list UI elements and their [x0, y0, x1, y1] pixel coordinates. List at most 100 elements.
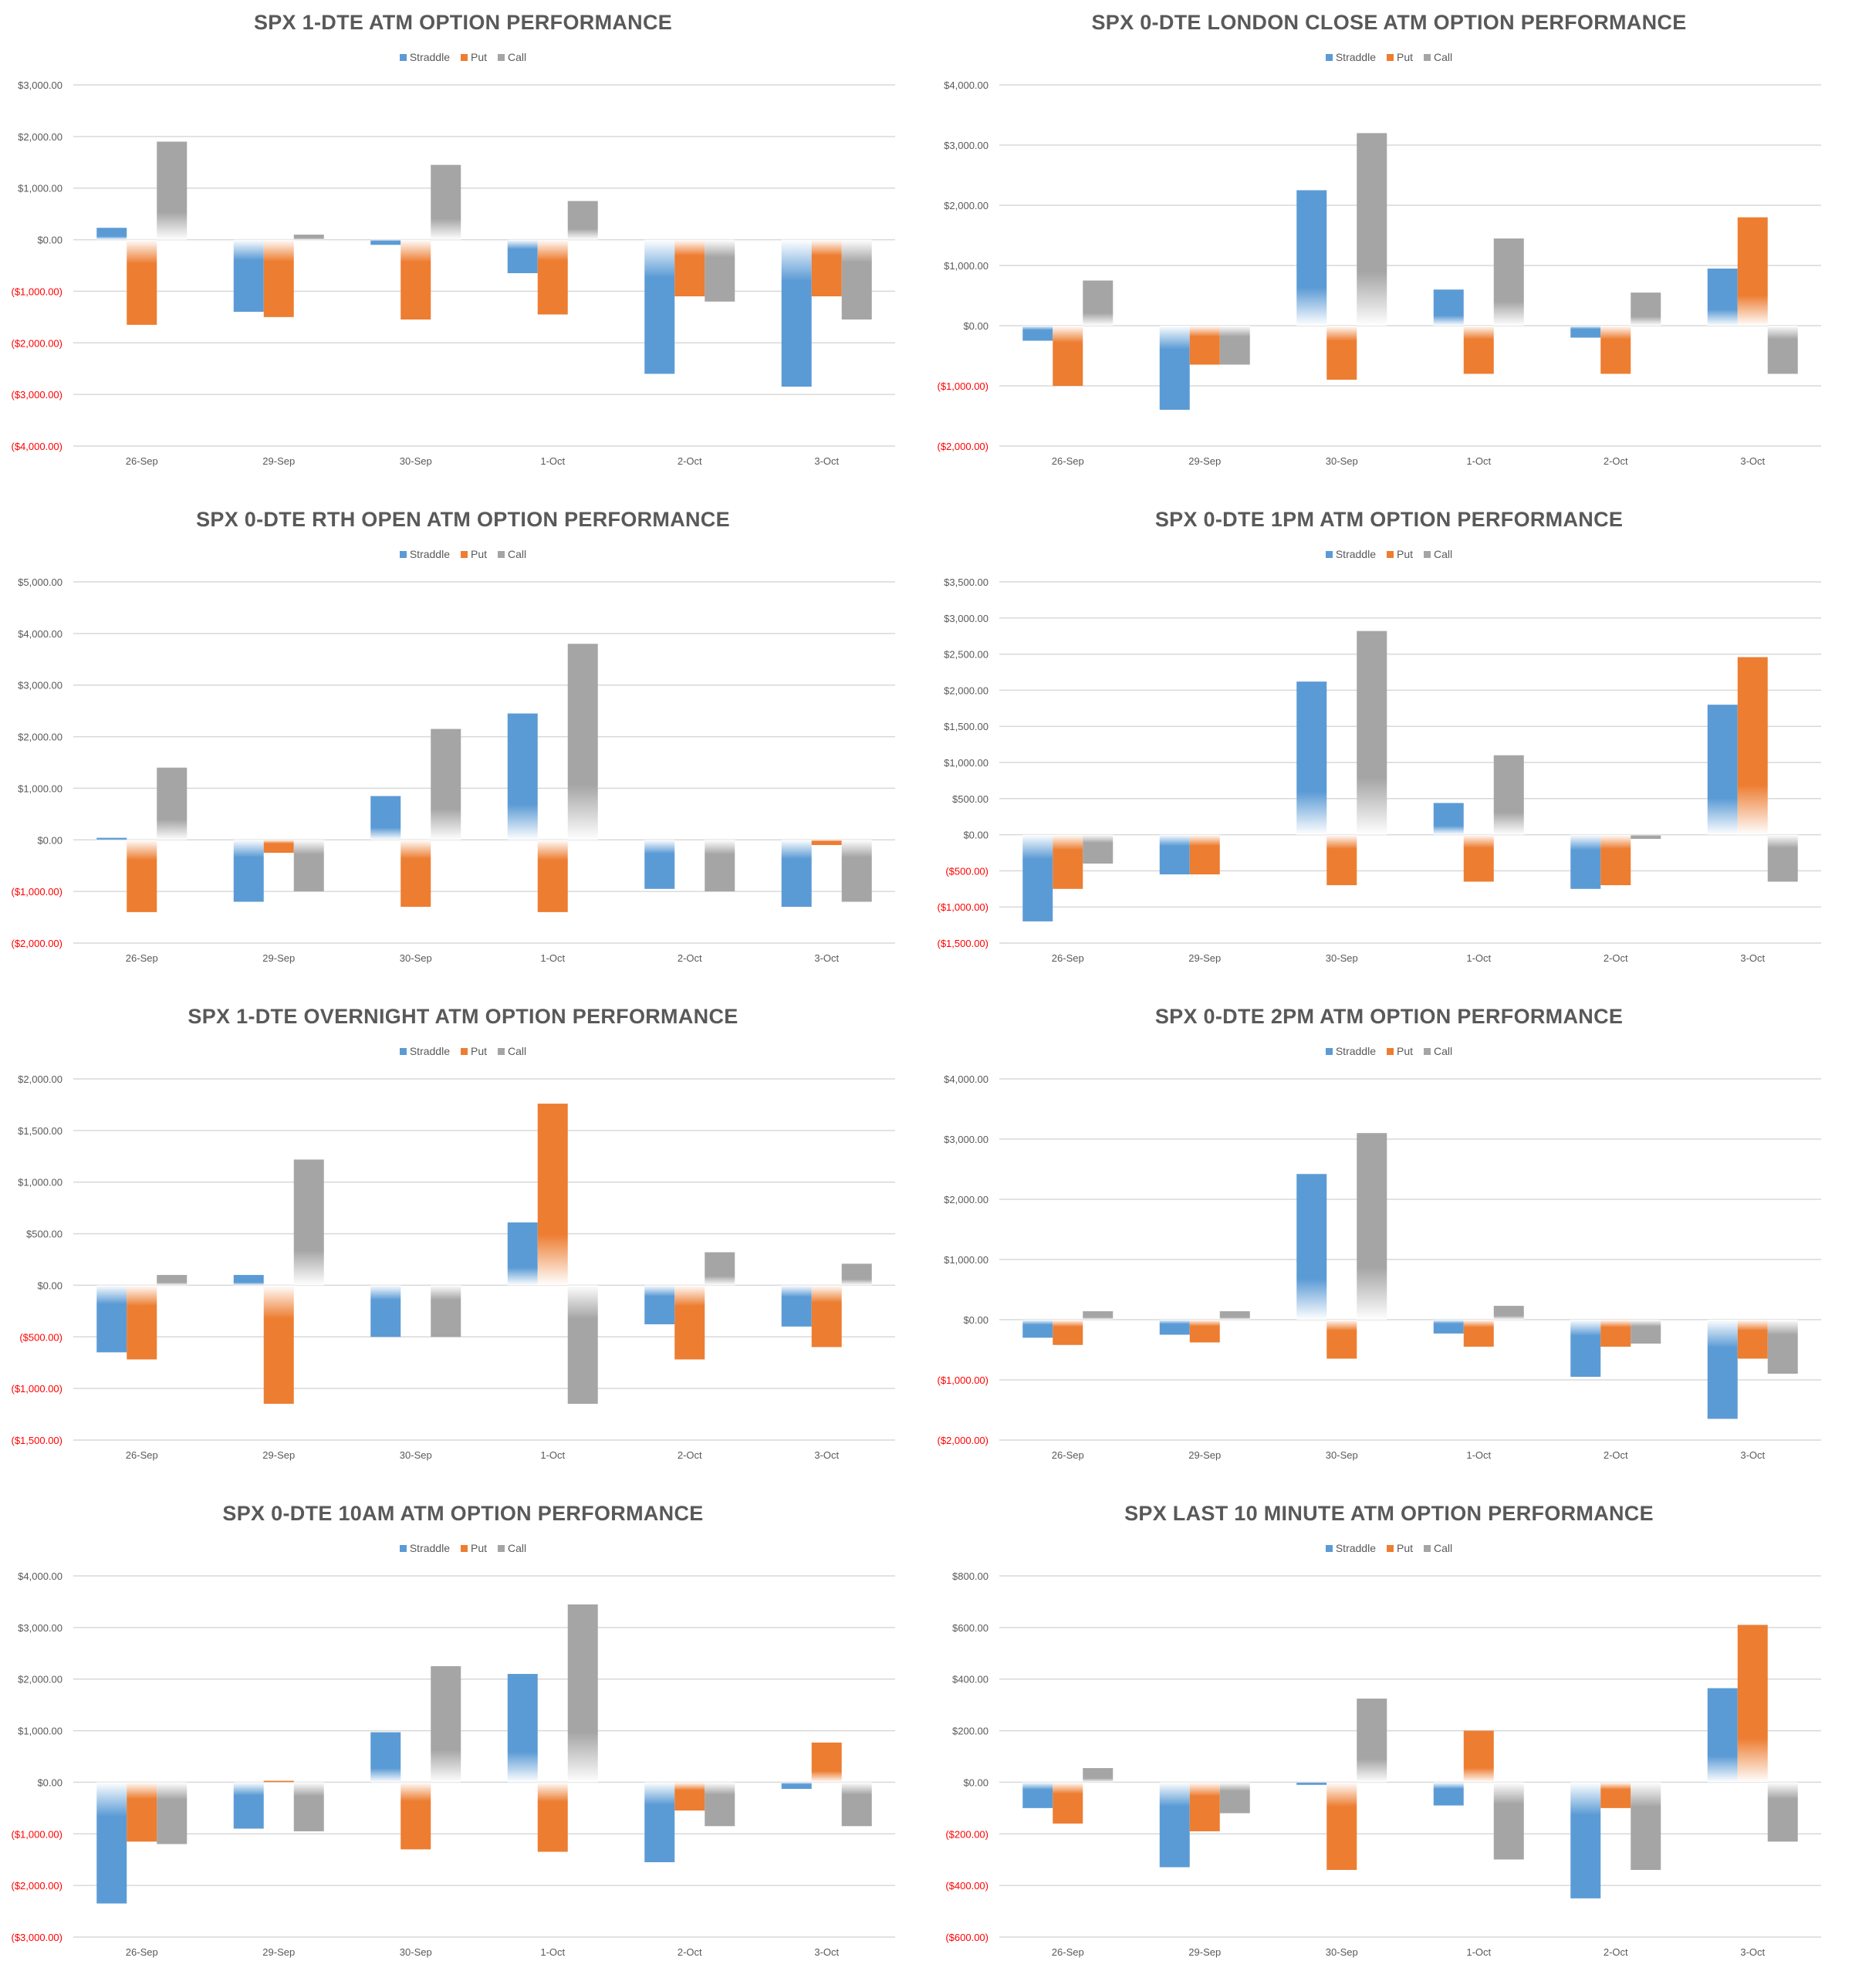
y-tick-label: $1,000.00 [18, 783, 63, 794]
chart-title: SPX LAST 10 MINUTE ATM OPTION PERFORMANC… [1124, 1502, 1654, 1525]
y-tick-label: $5,000.00 [18, 576, 63, 588]
bar-straddle [233, 1275, 264, 1286]
bar-call [1219, 1311, 1250, 1320]
x-tick-label: 30-Sep [1326, 1449, 1358, 1461]
legend-swatch [498, 551, 505, 558]
legend-swatch [399, 54, 407, 61]
bar-straddle [1570, 1320, 1601, 1378]
legend-swatch [461, 551, 468, 558]
x-tick-label: 29-Sep [262, 952, 295, 964]
y-tick-label: $400.00 [952, 1674, 989, 1685]
y-tick-label: $200.00 [952, 1726, 989, 1737]
x-tick-label: 3-Oct [1740, 1946, 1765, 1958]
y-tick-label: $500.00 [26, 1229, 63, 1240]
y-tick-label: $500.00 [952, 793, 989, 805]
y-tick-label: $3,000.00 [944, 1134, 989, 1145]
chart-panel: SPX 0-DTE LONDON CLOSE ATM OPTION PERFOR… [926, 0, 1852, 497]
bar-put [537, 239, 568, 315]
legend-swatch [1325, 54, 1333, 61]
bar-put [1326, 1782, 1357, 1871]
y-tick-label: $2,000.00 [18, 732, 63, 743]
x-tick-label: 1-Oct [1466, 1946, 1491, 1958]
legend-label: Put [471, 548, 488, 560]
bar-call [567, 1604, 598, 1783]
x-tick-label: 1-Oct [540, 455, 565, 467]
bar-put [1737, 657, 1768, 835]
bar-call [157, 1275, 188, 1286]
legend-item: Put [461, 1045, 487, 1057]
bar-straddle [1159, 1320, 1190, 1335]
x-tick-label: 3-Oct [814, 952, 839, 964]
x-tick-label: 26-Sep [1052, 952, 1084, 964]
chart-plot: $800.00 $600.00 $400.00 $200.00 $0.00 ($200.0… [945, 1570, 1821, 1958]
bar-put [674, 1782, 705, 1811]
y-tick-label: $4,000.00 [944, 1073, 989, 1085]
bar-call [1083, 834, 1114, 864]
y-tick-label: ($1,000.00) [12, 286, 63, 297]
y-tick-label: ($1,000.00) [12, 886, 63, 898]
y-tick-label: $800.00 [952, 1570, 989, 1582]
x-tick-label: 1-Oct [1466, 455, 1491, 467]
legend-label: Call [1434, 51, 1453, 63]
x-tick-label: 26-Sep [126, 1449, 158, 1461]
bar-put [1326, 834, 1357, 886]
bar-call [841, 1782, 872, 1827]
bar-straddle [370, 796, 401, 840]
bar-straddle [781, 1285, 812, 1327]
y-tick-label: ($1,000.00) [12, 1828, 63, 1840]
x-tick-label: 2-Oct [678, 952, 702, 964]
x-tick-label: 3-Oct [814, 1946, 839, 1958]
bar-put [537, 1782, 568, 1852]
y-tick-label: ($3,000.00) [12, 1932, 63, 1943]
bar-straddle [96, 1782, 127, 1904]
x-tick-label: 2-Oct [678, 1449, 702, 1461]
bar-put [674, 239, 705, 297]
bar-call [1357, 631, 1387, 835]
chart-legend: Straddle Put Call [0, 51, 926, 63]
bar-put [1053, 1320, 1083, 1345]
chart-legend: Straddle Put Call [926, 51, 1852, 63]
bar-call [1357, 133, 1387, 326]
bar-straddle [644, 1285, 675, 1325]
legend-label: Call [508, 51, 527, 63]
bar-call [157, 767, 188, 840]
legend-swatch [498, 54, 505, 61]
legend-item: Call [498, 1542, 526, 1554]
x-tick-label: 30-Sep [400, 952, 432, 964]
bar-call [841, 239, 872, 320]
y-tick-label: $3,000.00 [944, 140, 989, 151]
bar-straddle [370, 239, 401, 245]
legend-item: Put [461, 1542, 487, 1554]
legend-swatch [498, 1048, 505, 1055]
bar-put [1737, 217, 1768, 326]
bar-call [1631, 292, 1661, 326]
bar-straddle [1296, 1782, 1327, 1785]
legend-label: Straddle [1335, 548, 1376, 560]
bar-put [127, 239, 157, 325]
bar-put [263, 840, 294, 853]
bar-call [431, 729, 461, 840]
bar-straddle [1570, 1782, 1601, 1898]
bar-straddle [781, 840, 812, 908]
bar-straddle [1433, 803, 1464, 835]
legend-label: Call [508, 548, 527, 560]
legend-item: Put [461, 51, 487, 63]
y-tick-label: ($600.00) [945, 1932, 989, 1943]
legend-swatch [1424, 54, 1431, 61]
legend-item: Call [1424, 1542, 1452, 1554]
x-tick-label: 26-Sep [126, 952, 158, 964]
y-tick-label: $3,000.00 [18, 680, 63, 691]
legend-label: Put [471, 51, 488, 63]
x-tick-label: 29-Sep [262, 1449, 295, 1461]
y-tick-label: ($1,000.00) [938, 1374, 989, 1386]
bar-call [567, 201, 598, 240]
bar-straddle [1570, 326, 1601, 338]
legend-item: Straddle [399, 1542, 450, 1554]
bar-put [1737, 1625, 1768, 1783]
chart-panel: SPX 0-DTE 1PM ATM OPTION PERFORMANCE Stra… [926, 497, 1852, 994]
legend-label: Call [1434, 1542, 1453, 1554]
x-tick-label: 2-Oct [678, 1946, 702, 1958]
x-tick-label: 30-Sep [1326, 952, 1358, 964]
x-tick-label: 30-Sep [400, 1449, 432, 1461]
legend-item: Straddle [1325, 1542, 1376, 1554]
